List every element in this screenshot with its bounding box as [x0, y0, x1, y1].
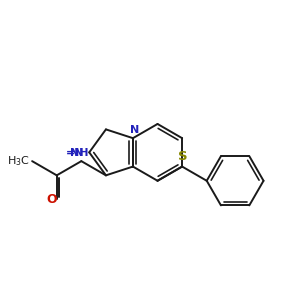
Text: NH: NH: [70, 148, 88, 158]
Text: S: S: [178, 150, 187, 163]
Text: =N: =N: [66, 148, 85, 158]
Text: H$_3$C: H$_3$C: [7, 154, 30, 168]
Text: O: O: [47, 193, 57, 206]
Text: N: N: [130, 125, 139, 135]
